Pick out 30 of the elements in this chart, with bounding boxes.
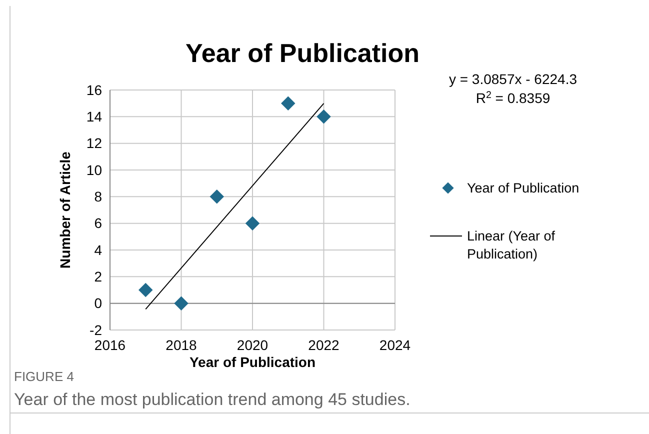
- chart-title: Year of Publication: [185, 38, 420, 68]
- x-tick-label: 2022: [308, 337, 340, 353]
- y-axis-title: Number of Article: [57, 151, 73, 268]
- text: Year of the most publication trend among 45 studies.: [14, 390, 410, 409]
- point: [281, 96, 296, 110]
- y-tick-label: -2: [90, 322, 102, 338]
- caption: FIGURE 4: [14, 369, 74, 384]
- x-tick-label: 2018: [166, 337, 198, 353]
- x-tick-label: 2024: [379, 337, 411, 353]
- x-tick-label: 2020: [236, 337, 268, 353]
- x-tick-label: 2016: [94, 337, 126, 353]
- y-tick-label: 8: [94, 188, 102, 205]
- y-tick-label: 4: [94, 242, 102, 258]
- y-tick-label: 10: [86, 162, 102, 178]
- point: [174, 296, 188, 310]
- y-tick-label: 0: [94, 295, 102, 312]
- y-tick-label: 14: [86, 108, 102, 125]
- point: [316, 110, 331, 124]
- y-tick-label: 6: [94, 215, 102, 232]
- x-axis-title: Year of Publication: [189, 354, 316, 370]
- y-tick-label: 2: [94, 268, 102, 285]
- y-tick-label: 12: [86, 135, 102, 152]
- legend-label: Linear (Year of Publication): [467, 228, 556, 262]
- text: y = 3.0857x - 6224.3: [448, 71, 578, 87]
- point: [138, 282, 153, 298]
- legend-label: Year of Publication: [467, 180, 580, 196]
- point: [210, 190, 224, 204]
- y-tick-label: 16: [86, 82, 102, 98]
- text: R$^{2}$ = 0.8359: [476, 90, 550, 106]
- point: [245, 216, 260, 230]
